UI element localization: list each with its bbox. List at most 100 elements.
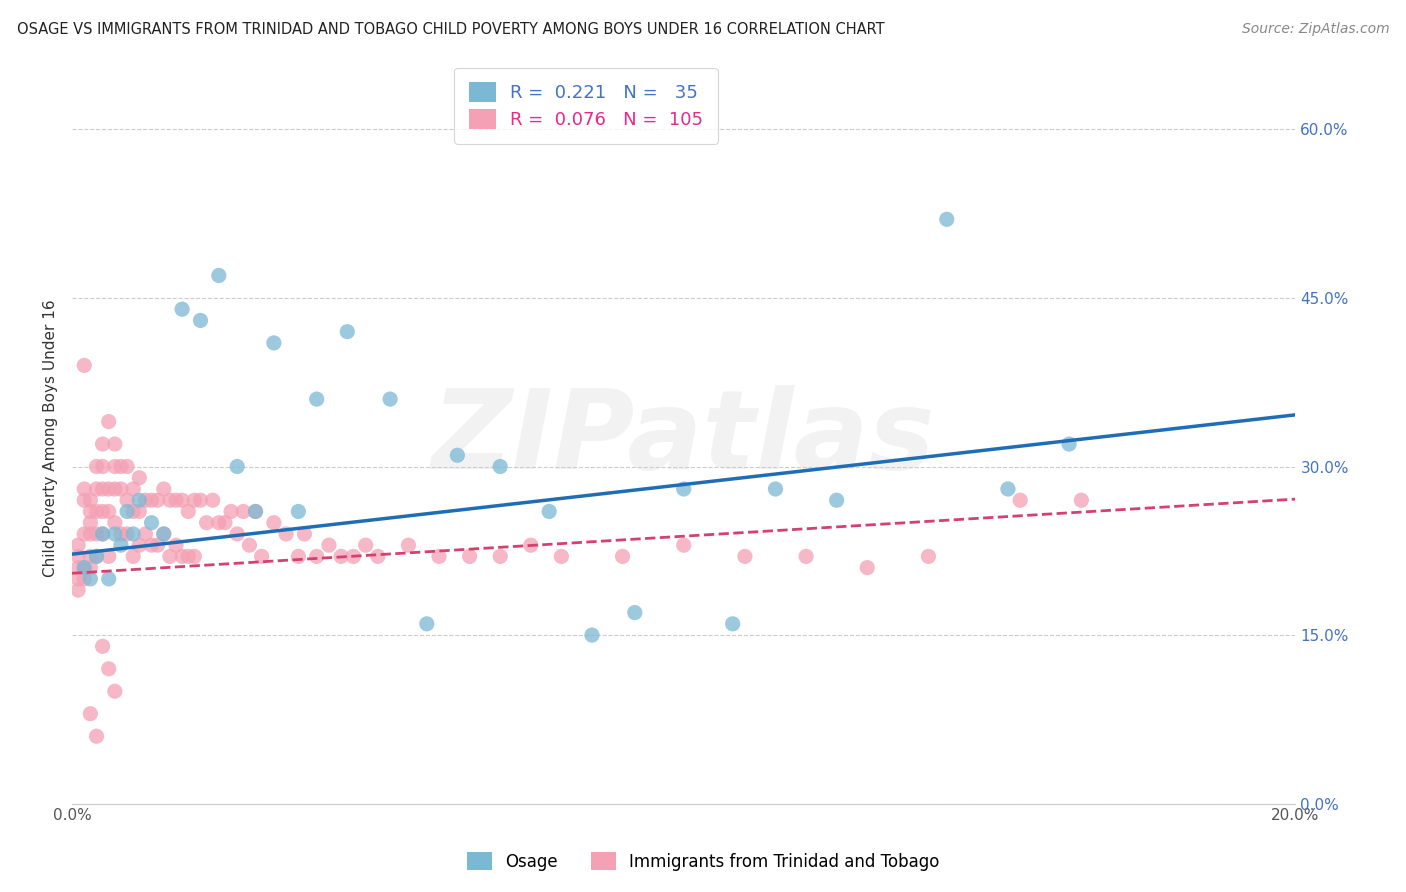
Point <box>115 493 138 508</box>
Text: OSAGE VS IMMIGRANTS FROM TRINIDAD AND TOBAGO CHILD POVERTY AMONG BOYS UNDER 16 C: OSAGE VS IMMIGRANTS FROM TRINIDAD AND TO… <box>17 22 884 37</box>
Point <box>305 549 328 564</box>
Point <box>612 549 634 564</box>
Point <box>128 471 150 485</box>
Point <box>110 538 132 552</box>
Point <box>134 493 156 508</box>
Point <box>165 493 187 508</box>
Point <box>91 527 114 541</box>
Point <box>104 437 127 451</box>
Point <box>190 493 212 508</box>
Point <box>172 549 194 564</box>
Point <box>122 504 145 518</box>
Point <box>141 538 163 552</box>
Point <box>997 482 1019 496</box>
Y-axis label: Child Poverty Among Boys Under 16: Child Poverty Among Boys Under 16 <box>44 300 58 577</box>
Point <box>104 527 127 541</box>
Point <box>287 504 309 518</box>
Point <box>489 549 512 564</box>
Point <box>141 516 163 530</box>
Legend: R =  0.221   N =   35, R =  0.076   N =  105: R = 0.221 N = 35, R = 0.076 N = 105 <box>454 68 717 144</box>
Point <box>141 493 163 508</box>
Point <box>91 527 114 541</box>
Point <box>91 640 114 654</box>
Point <box>91 459 114 474</box>
Point <box>226 527 249 541</box>
Point <box>104 516 127 530</box>
Point <box>177 504 200 518</box>
Point <box>152 527 174 541</box>
Point <box>91 482 114 496</box>
Point <box>238 538 260 552</box>
Point <box>79 706 101 721</box>
Point <box>305 392 328 406</box>
Point <box>79 527 101 541</box>
Point <box>104 482 127 496</box>
Point <box>177 549 200 564</box>
Point <box>367 549 389 564</box>
Point <box>159 493 181 508</box>
Point <box>86 482 108 496</box>
Point <box>91 504 114 518</box>
Text: ZIPatlas: ZIPatlas <box>432 385 935 491</box>
Point <box>398 538 420 552</box>
Point <box>122 527 145 541</box>
Point <box>67 583 90 598</box>
Point <box>1010 493 1032 508</box>
Point <box>342 549 364 564</box>
Point <box>86 549 108 564</box>
Point <box>458 549 481 564</box>
Point <box>128 493 150 508</box>
Point <box>122 482 145 496</box>
Point <box>538 504 561 518</box>
Point <box>146 538 169 552</box>
Point <box>91 437 114 451</box>
Point <box>73 493 96 508</box>
Point <box>446 448 468 462</box>
Point <box>208 516 231 530</box>
Point <box>1070 493 1092 508</box>
Point <box>294 527 316 541</box>
Point <box>427 549 450 564</box>
Point <box>672 538 695 552</box>
Point <box>214 516 236 530</box>
Point <box>73 482 96 496</box>
Point <box>183 549 205 564</box>
Point <box>917 549 939 564</box>
Point <box>86 549 108 564</box>
Point <box>146 493 169 508</box>
Point <box>67 560 90 574</box>
Point <box>416 616 439 631</box>
Point <box>115 504 138 518</box>
Point <box>110 459 132 474</box>
Point <box>172 302 194 317</box>
Point <box>219 504 242 518</box>
Point <box>115 459 138 474</box>
Point <box>128 504 150 518</box>
Point <box>190 313 212 327</box>
Point <box>79 560 101 574</box>
Point <box>765 482 787 496</box>
Point <box>86 459 108 474</box>
Point <box>672 482 695 496</box>
Point <box>287 549 309 564</box>
Point <box>159 549 181 564</box>
Point <box>152 482 174 496</box>
Point <box>232 504 254 518</box>
Point <box>165 538 187 552</box>
Point <box>97 504 120 518</box>
Point <box>67 572 90 586</box>
Point <box>67 538 90 552</box>
Point <box>250 549 273 564</box>
Point <box>86 729 108 743</box>
Text: Source: ZipAtlas.com: Source: ZipAtlas.com <box>1241 22 1389 37</box>
Point <box>354 538 377 552</box>
Point <box>263 516 285 530</box>
Point <box>201 493 224 508</box>
Point <box>550 549 572 564</box>
Point <box>274 527 297 541</box>
Point <box>856 560 879 574</box>
Point <box>79 549 101 564</box>
Point <box>97 549 120 564</box>
Point <box>79 493 101 508</box>
Point <box>97 415 120 429</box>
